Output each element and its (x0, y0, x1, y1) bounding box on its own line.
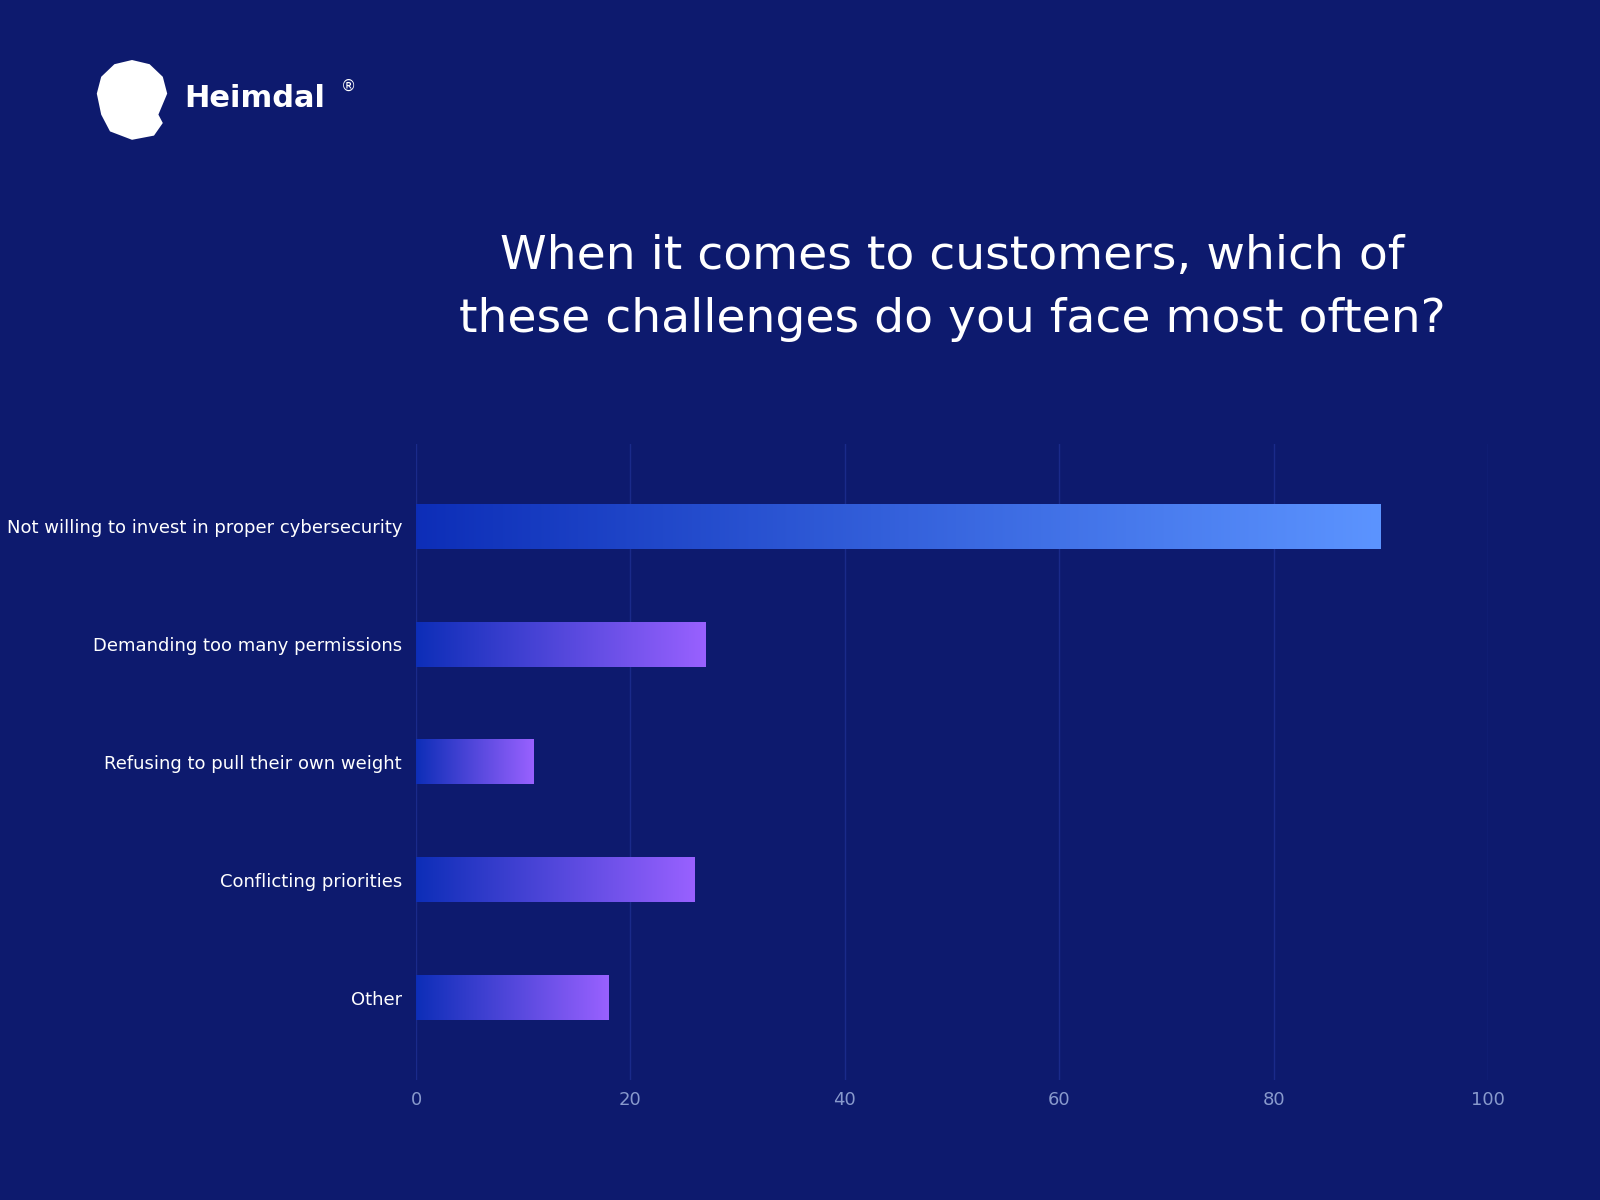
Text: Heimdal: Heimdal (184, 84, 325, 113)
PathPatch shape (90, 64, 104, 78)
PathPatch shape (96, 60, 166, 139)
PathPatch shape (160, 64, 174, 78)
Text: When it comes to customers, which of
these challenges do you face most often?: When it comes to customers, which of the… (459, 234, 1445, 342)
Text: ®: ® (341, 79, 357, 94)
